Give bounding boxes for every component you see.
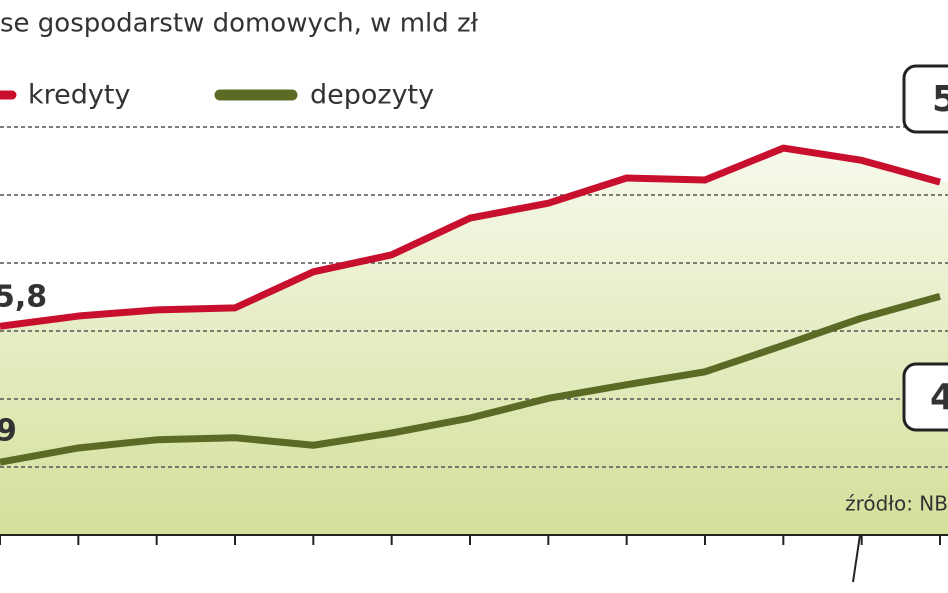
series-line bbox=[0, 144, 941, 330]
axis-break bbox=[852, 534, 861, 583]
legend-label: kredyty bbox=[28, 80, 130, 111]
value-box bbox=[902, 64, 948, 134]
source: źródło: NB bbox=[845, 492, 948, 516]
legend-label: depozyty bbox=[310, 80, 434, 111]
chart-title: se gospodarstw domowych, w mld zł bbox=[0, 9, 479, 39]
series-line bbox=[0, 292, 941, 466]
annotation: 9 bbox=[0, 414, 17, 449]
annotation: 5 bbox=[932, 79, 948, 120]
annotation: 5,8 bbox=[0, 280, 47, 315]
annotation: 4 bbox=[930, 377, 948, 418]
area-fill bbox=[0, 148, 948, 535]
value-box bbox=[902, 362, 948, 432]
